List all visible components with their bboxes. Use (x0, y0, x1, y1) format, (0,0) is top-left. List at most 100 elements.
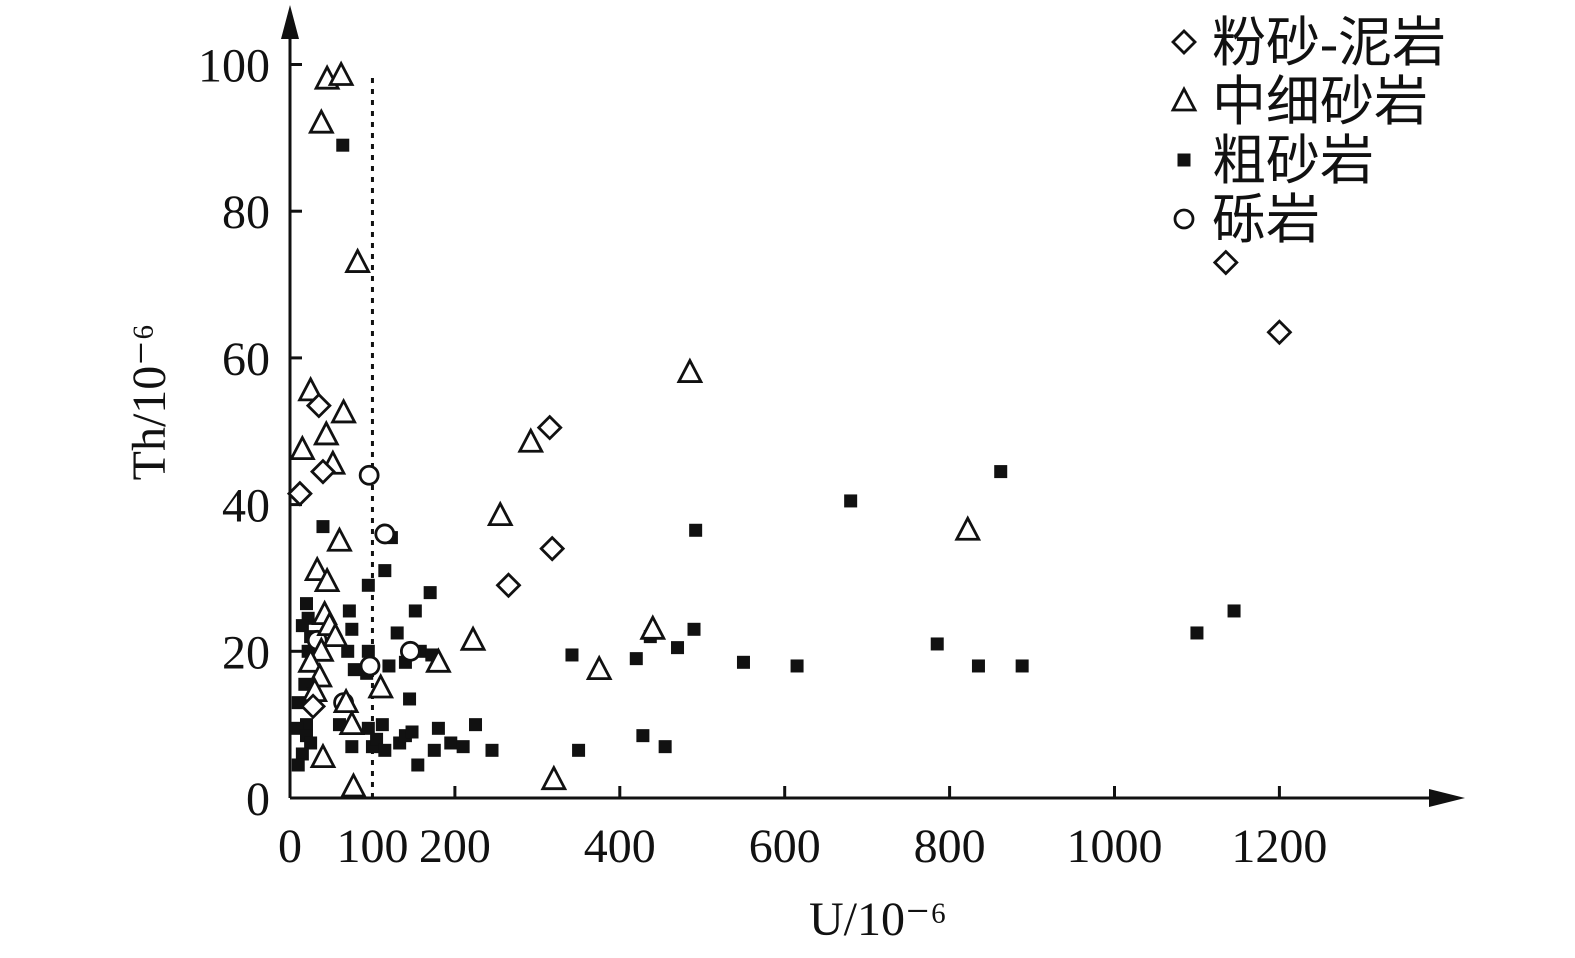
y-tick-label: 80 (222, 186, 270, 239)
triangle-point (344, 247, 371, 273)
square-point (341, 644, 355, 658)
circle-point (358, 464, 380, 486)
square-point (1190, 626, 1204, 640)
square-point (469, 718, 483, 732)
square-point (408, 604, 422, 618)
x-tick-label: 1000 (1067, 820, 1163, 873)
triangle-point (540, 764, 568, 791)
y-axis-arrow (281, 5, 299, 39)
x-axis-title: U/10⁻⁶ (809, 893, 947, 946)
square-point (629, 652, 643, 666)
square-point (290, 721, 304, 735)
square-point (687, 622, 701, 636)
legend-triangle-icon (1170, 85, 1198, 112)
triangle-point (303, 555, 331, 582)
square-point (361, 578, 375, 592)
square-point (336, 138, 350, 152)
square-point (636, 729, 650, 743)
square-point (405, 725, 419, 739)
square-point (299, 597, 313, 611)
y-tick-label: 60 (222, 333, 270, 386)
triangle-point (486, 500, 514, 527)
square-point (565, 648, 579, 662)
triangle-point (517, 427, 545, 453)
square-point (347, 663, 361, 677)
square-point (994, 465, 1008, 479)
triangle-point (308, 636, 335, 662)
square-point (295, 747, 309, 761)
square-point (1015, 659, 1029, 673)
x-tick-label: 800 (914, 820, 986, 873)
x-tick-label: 0 (278, 820, 302, 873)
triangle-point (322, 621, 349, 648)
triangle-point (639, 614, 667, 640)
square-point (431, 721, 445, 735)
y-tick-label: 20 (222, 626, 270, 679)
triangle-point (425, 647, 452, 673)
square-point (295, 619, 309, 633)
circle-point (399, 640, 421, 662)
triangle-point (332, 687, 360, 714)
square-point (345, 622, 359, 636)
circle-point (359, 655, 381, 677)
triangle-point (308, 108, 335, 134)
legend-circle-icon (1173, 208, 1195, 230)
square-point (427, 743, 441, 757)
diamond-point (539, 535, 566, 562)
square-point (299, 718, 313, 732)
legend-label: 中细砂岩 (1212, 72, 1428, 132)
square-point (291, 758, 305, 772)
square-point (423, 586, 437, 600)
diamond-point (1266, 319, 1293, 346)
diamond-point (300, 693, 327, 720)
y-axis-title: Th/10⁻⁶ (123, 324, 176, 481)
square-point (456, 740, 470, 754)
triangle-point (297, 647, 324, 673)
x-axis (290, 789, 1465, 807)
diamond-point (305, 392, 332, 419)
legend-diamond-icon (1171, 29, 1197, 55)
square-point (844, 494, 858, 508)
triangle-point (459, 625, 487, 651)
square-point (345, 740, 359, 754)
square-point (930, 637, 944, 651)
triangle-point (954, 515, 982, 541)
x-tick-label: 100 (336, 820, 408, 873)
square-point (382, 659, 396, 673)
triangle-point (289, 434, 316, 460)
x-ticks: 0 100 200 400 600 800 1000 1200 (278, 786, 1327, 873)
square-point (304, 736, 318, 750)
square-point (572, 743, 586, 757)
legend-label: 粉砂-泥岩 (1212, 13, 1446, 73)
y-tick-label: 0 (246, 773, 270, 826)
triangle-point (312, 419, 340, 446)
y-tick-label: 40 (222, 480, 270, 533)
legend-square-icon (1177, 153, 1191, 167)
triangle-point (330, 397, 357, 424)
triangle-point (327, 60, 355, 86)
x-tick-label: 600 (749, 820, 821, 873)
x-tick-label: 200 (419, 820, 491, 873)
diamond-point (495, 572, 522, 599)
circle-point (374, 523, 396, 545)
triangle-point (309, 742, 337, 769)
square-point (298, 677, 312, 691)
square-point (390, 626, 404, 640)
y-ticks: 0 20 40 60 80 100 (198, 40, 302, 826)
x-axis-arrow (1429, 789, 1465, 807)
x-tick-label: 1200 (1231, 820, 1327, 873)
diamond-point (1212, 249, 1239, 276)
square-point (316, 520, 330, 534)
square-point (378, 564, 392, 578)
triangle-point (367, 672, 395, 699)
triangle-point (676, 357, 704, 383)
square-point (342, 604, 356, 618)
square-point (671, 641, 685, 655)
data-points (286, 60, 1293, 798)
square-point (375, 718, 389, 732)
diamond-point (536, 414, 563, 441)
square-point (444, 736, 458, 750)
triangle-point (313, 566, 341, 593)
